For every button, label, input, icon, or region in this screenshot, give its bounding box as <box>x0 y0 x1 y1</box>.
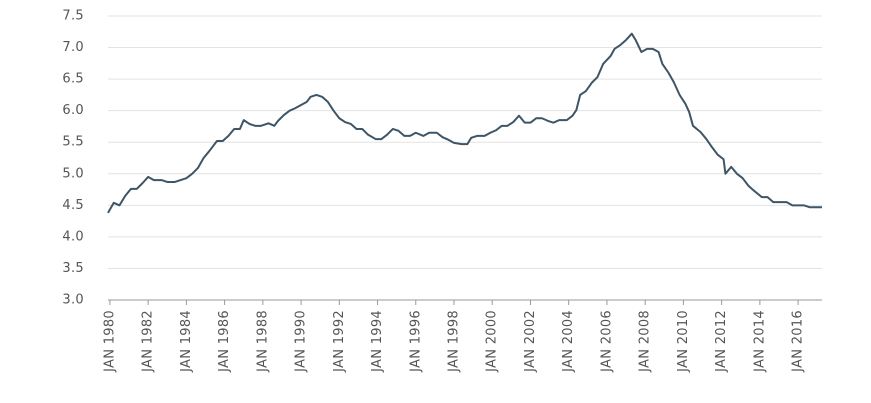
y-tick-label: 4.5 <box>62 198 84 213</box>
y-tick-label: 3.5 <box>62 261 84 276</box>
x-tick-label: JAN 1980 <box>102 310 117 373</box>
x-tick-label: JAN 1994 <box>370 310 385 373</box>
x-tick-label: JAN 2002 <box>523 310 538 373</box>
x-tick-label: JAN 1988 <box>255 310 270 373</box>
x-tick-label: JAN 2006 <box>599 310 614 373</box>
y-tick-label: 5.0 <box>62 166 84 181</box>
y-tick-label: 5.5 <box>62 135 84 150</box>
x-tick-label: JAN 2016 <box>791 310 806 373</box>
x-tick-label: JAN 2008 <box>638 310 653 373</box>
x-tick-label: JAN 2014 <box>752 310 767 373</box>
y-tick-label: 6.0 <box>62 103 84 118</box>
x-tick-label: JAN 2000 <box>485 310 500 373</box>
x-tick-label: JAN 1992 <box>332 310 347 373</box>
y-tick-label: 3.0 <box>62 293 84 308</box>
x-tick-label: JAN 1982 <box>141 310 156 373</box>
x-tick-label: JAN 1986 <box>217 310 232 373</box>
x-tick-label: JAN 1990 <box>294 310 309 373</box>
x-tick-label: JAN 2004 <box>561 310 576 373</box>
y-tick-label: 4.0 <box>62 229 84 244</box>
y-tick-label: 6.5 <box>62 72 84 87</box>
line <box>107 32 822 214</box>
x-tick-label: JAN 2010 <box>676 310 691 373</box>
x-tick-label: JAN 1998 <box>447 310 462 373</box>
x-tick-label: JAN 2012 <box>714 310 729 373</box>
y-tick-label: 7.0 <box>62 40 84 55</box>
x-tick-label: JAN 1996 <box>408 310 423 373</box>
y-tick-label: 7.5 <box>62 9 84 24</box>
x-tick-label: JAN 1984 <box>179 310 194 373</box>
